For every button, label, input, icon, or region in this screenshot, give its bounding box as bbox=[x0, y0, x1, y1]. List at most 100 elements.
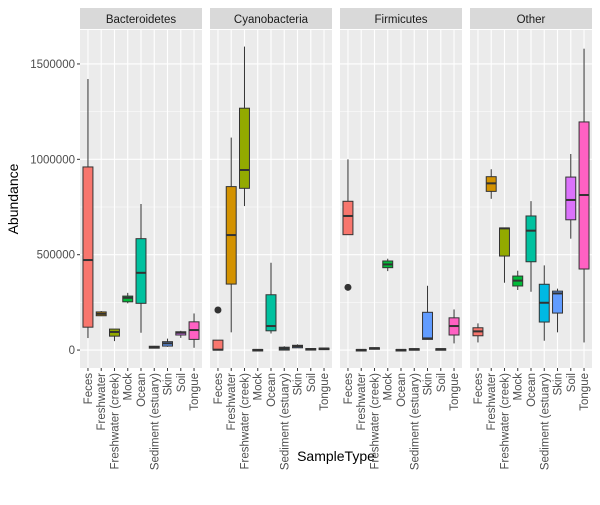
box-soil bbox=[305, 348, 317, 351]
box-mock bbox=[382, 258, 394, 272]
facet-panel-cyanobacteria: Cyanobacteria Feces Freshwater Freshwater (… bbox=[210, 8, 332, 470]
box-iqr bbox=[135, 238, 147, 304]
x-tick-label: Tongue bbox=[449, 373, 461, 411]
box-feces bbox=[212, 306, 224, 351]
x-tick-label: Soil bbox=[306, 373, 318, 392]
x-tick-label: Soil bbox=[566, 373, 578, 392]
outlier-point bbox=[344, 283, 352, 291]
y-tick-label: 1500000 bbox=[30, 59, 75, 71]
box-freshwater-creek bbox=[369, 347, 380, 350]
facet-panel-other: Other Feces Freshwater Freshwater (creek) Mo… bbox=[470, 8, 592, 470]
box-sediment-estuary bbox=[538, 265, 550, 341]
box-sediment-estuary bbox=[278, 346, 290, 351]
facet-strip bbox=[80, 8, 202, 29]
box-tongue bbox=[448, 309, 460, 344]
box-freshwater bbox=[485, 169, 497, 199]
box-iqr bbox=[552, 290, 563, 314]
x-tick-label: Ocean bbox=[266, 373, 278, 407]
box-freshwater-creek bbox=[499, 227, 510, 283]
x-tick-label: Soil bbox=[176, 373, 188, 392]
box-feces bbox=[342, 159, 354, 291]
y-axis: 0 500000 1000000 1500000 bbox=[30, 59, 80, 357]
box-tongue bbox=[318, 347, 330, 351]
box-soil bbox=[175, 330, 187, 338]
box-iqr bbox=[122, 295, 134, 303]
x-tick-label: Skin bbox=[423, 373, 435, 395]
facet-strip bbox=[470, 8, 592, 29]
facet-strip bbox=[340, 8, 462, 29]
facet-strip-label: Bacteroidetes bbox=[106, 14, 177, 26]
x-tick-label: Freshwater bbox=[486, 373, 498, 431]
box-skin bbox=[162, 338, 173, 347]
x-tick-label: Skin bbox=[553, 373, 565, 395]
box-mock bbox=[512, 270, 524, 290]
box-feces bbox=[82, 79, 94, 339]
box-skin bbox=[292, 344, 303, 349]
box-skin bbox=[552, 288, 563, 333]
x-tick-label: Ocean bbox=[526, 373, 538, 407]
x-tick-label: Mock bbox=[253, 373, 265, 401]
x-tick-label: Tongue bbox=[189, 373, 201, 411]
box-freshwater-creek bbox=[109, 328, 120, 342]
box-ocean bbox=[395, 348, 407, 352]
outlier-point bbox=[214, 306, 222, 314]
box-soil bbox=[565, 153, 577, 239]
x-tick-label: Freshwater (creek) bbox=[109, 373, 121, 470]
facet-strip-label: Firmicutes bbox=[374, 14, 427, 26]
facet-strip-label: Other bbox=[517, 14, 546, 26]
box-ocean bbox=[525, 201, 537, 292]
box-tongue bbox=[578, 48, 590, 343]
box-iqr bbox=[265, 294, 277, 332]
box-iqr bbox=[342, 200, 354, 236]
box-feces bbox=[472, 323, 484, 343]
box-freshwater bbox=[225, 137, 237, 333]
x-tick-label: Ocean bbox=[136, 373, 148, 407]
box-iqr bbox=[82, 166, 94, 328]
x-tick-label: Freshwater (creek) bbox=[239, 373, 251, 470]
x-tick-label: Sediment (estuary) bbox=[409, 373, 421, 470]
x-tick-label: Mock bbox=[123, 373, 135, 401]
x-tick-label: Skin bbox=[163, 373, 175, 395]
box-iqr bbox=[212, 339, 224, 351]
x-tick-label: Freshwater bbox=[96, 373, 108, 431]
x-tick-label: Mock bbox=[513, 373, 525, 401]
x-tick-label: Mock bbox=[383, 373, 395, 401]
box-skin bbox=[422, 285, 433, 340]
box-freshwater-creek bbox=[239, 46, 250, 207]
x-tick-label: Tongue bbox=[319, 373, 331, 411]
x-tick-label: Sediment (estuary) bbox=[149, 373, 161, 470]
box-iqr bbox=[239, 107, 250, 189]
box-iqr bbox=[499, 227, 510, 257]
box-ocean bbox=[135, 203, 147, 333]
box-iqr bbox=[525, 215, 537, 263]
x-tick-label: Skin bbox=[293, 373, 305, 395]
x-tick-label: Freshwater (creek) bbox=[499, 373, 511, 470]
box-tongue bbox=[188, 313, 200, 348]
x-tick-label: Freshwater (creek) bbox=[369, 373, 381, 470]
facet-strip-label: Cyanobacteria bbox=[234, 14, 309, 26]
box-ocean bbox=[265, 262, 277, 334]
box-iqr bbox=[422, 311, 433, 340]
x-tick-label: Freshwater bbox=[226, 373, 238, 431]
y-tick-label: 0 bbox=[69, 345, 75, 357]
box-soil bbox=[435, 348, 447, 351]
box-iqr bbox=[565, 176, 577, 221]
facet-panel-bacteroidetes: Bacteroidetes Feces Freshwater Freshwater (… bbox=[80, 8, 202, 470]
y-axis-title: Abundance bbox=[5, 163, 21, 234]
x-tick-label: Feces bbox=[343, 373, 355, 405]
y-tick-label: 500000 bbox=[37, 250, 75, 262]
x-tick-label: Tongue bbox=[579, 373, 591, 411]
box-sediment-estuary bbox=[408, 348, 420, 351]
x-tick-label: Feces bbox=[213, 373, 225, 405]
box-mock bbox=[252, 348, 264, 352]
box-mock bbox=[122, 292, 134, 304]
x-axis-title: SampleType bbox=[297, 448, 375, 464]
facet-panel-firmicutes: Firmicutes Feces Freshwater Freshwater (cre… bbox=[340, 8, 462, 470]
y-tick-label: 1000000 bbox=[30, 154, 75, 166]
box-sediment-estuary bbox=[148, 345, 160, 349]
x-tick-label: Feces bbox=[473, 373, 485, 405]
x-tick-label: Sediment (estuary) bbox=[539, 373, 551, 470]
facet-strip bbox=[210, 8, 332, 29]
